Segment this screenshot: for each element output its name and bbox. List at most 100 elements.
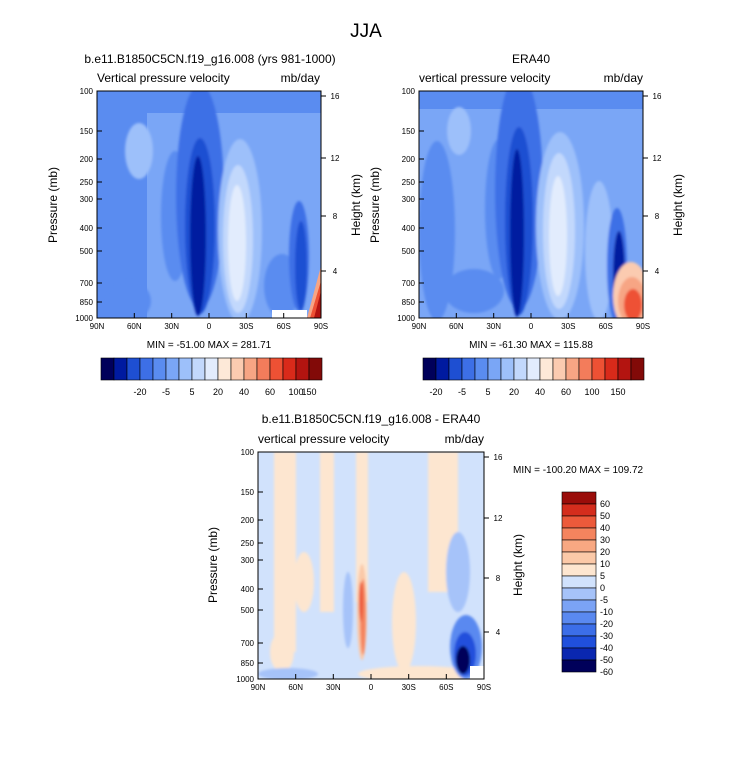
height-tick: 8	[333, 212, 338, 221]
colorbar-label: 60	[265, 387, 275, 397]
lat-tick: 0	[207, 322, 212, 331]
panel-obs-variable-label: vertical pressure velocity	[419, 71, 550, 85]
colorbar-swatch	[561, 491, 597, 505]
panel-model-colorbar: -20 -5 5 20 40 60 100 150	[100, 357, 323, 397]
lat-tick: 60N	[449, 322, 464, 331]
panel-diff-ylabel: Pressure (mb)	[206, 527, 220, 603]
pressure-tick: 1000	[236, 675, 254, 684]
colorbar-swatch	[152, 357, 167, 381]
colorbar-label: 20	[509, 387, 519, 397]
panel-diff-variable-label: vertical pressure velocity	[258, 432, 389, 446]
colorbar-swatch	[630, 357, 645, 381]
colorbar-swatch	[561, 647, 597, 661]
colorbar-swatch	[561, 623, 597, 637]
lat-tick: 30S	[402, 683, 416, 692]
lat-tick: 90S	[636, 322, 650, 331]
lat-tick: 30S	[239, 322, 253, 331]
colorbar-label: -20	[133, 387, 146, 397]
colorbar-label: 0	[600, 583, 605, 593]
panel-model-height-ticks: 16 12 8 4	[321, 92, 340, 276]
colorbar-swatch	[422, 357, 437, 381]
colorbar-label: -50	[600, 655, 613, 665]
pressure-tick: 250	[402, 178, 416, 187]
lat-tick: 60S	[599, 322, 613, 331]
height-tick: 8	[655, 212, 660, 221]
colorbar-swatch	[113, 357, 128, 381]
panel-obs-ylabel: Pressure (mb)	[368, 167, 382, 243]
colorbar-swatch	[308, 357, 323, 381]
panel-obs-colorbar: -20 -5 5 20 40 60 100 150	[422, 357, 645, 397]
pressure-tick: 150	[80, 127, 94, 136]
pressure-tick: 400	[80, 224, 94, 233]
panel-obs: ERA40 vertical pressure velocity mb/day	[368, 52, 685, 397]
lat-tick: 90N	[412, 322, 427, 331]
colorbar-label: 5	[485, 387, 490, 397]
height-tick: 16	[653, 92, 662, 101]
colorbar-swatch	[500, 357, 515, 381]
colorbar-label: -20	[429, 387, 442, 397]
colorbar-label: 50	[600, 511, 610, 521]
panel-obs-y2label: Height (km)	[671, 174, 685, 236]
lat-tick: 60N	[288, 683, 303, 692]
colorbar-labels: -20 -5 5 20 40 60 100 150	[429, 387, 625, 397]
colorbar-labels: 60 50 40 30 20 10 5 0 -5 -10 -20 -30 -40…	[600, 499, 613, 677]
panel-diff-pressure-ticks: 100 150 200 250 300 400 500 700 850 1000	[236, 448, 263, 684]
pressure-tick: 850	[80, 298, 94, 307]
colorbar-swatch	[561, 515, 597, 529]
colorbar-swatch	[487, 357, 502, 381]
panel-model-variable-label: Vertical pressure velocity	[97, 71, 230, 85]
colorbar-label: -30	[600, 631, 613, 641]
colorbar-swatch	[191, 357, 206, 381]
colorbar-swatch	[561, 551, 597, 565]
pressure-tick: 300	[402, 195, 416, 204]
colorbar-swatch	[256, 357, 271, 381]
colorbar-swatch	[513, 357, 528, 381]
pressure-tick: 500	[241, 606, 255, 615]
panel-model-y2label: Height (km)	[349, 174, 363, 236]
colorbar-swatch	[448, 357, 463, 381]
pressure-tick: 850	[241, 659, 255, 668]
height-tick: 4	[655, 267, 660, 276]
colorbar-swatch	[561, 599, 597, 613]
panel-diff: b.e11.B1850C5CN.f19_g16.008 - ERA40 vert…	[206, 412, 644, 692]
colorbar-swatch	[561, 527, 597, 541]
colorbar-label: 100	[288, 387, 303, 397]
colorbar-label: 5	[189, 387, 194, 397]
lat-tick: 90N	[251, 683, 266, 692]
colorbar-swatch	[561, 587, 597, 601]
colorbar-swatch	[561, 659, 597, 673]
figure-title: JJA	[350, 21, 382, 42]
pressure-tick: 700	[80, 279, 94, 288]
colorbar-label: 5	[600, 571, 605, 581]
colorbar-swatch	[604, 357, 619, 381]
colorbar-swatch	[617, 357, 632, 381]
height-tick: 16	[494, 453, 503, 462]
pressure-tick: 850	[402, 298, 416, 307]
colorbar-swatch	[461, 357, 476, 381]
pressure-tick: 500	[80, 247, 94, 256]
lat-tick: 30S	[561, 322, 575, 331]
colorbar-label: 40	[239, 387, 249, 397]
panel-model-title: b.e11.B1850C5CN.f19_g16.008 (yrs 981-100…	[84, 52, 335, 66]
colorbar-swatch	[230, 357, 245, 381]
colorbar-label: 40	[600, 523, 610, 533]
colorbar-label: 20	[213, 387, 223, 397]
lat-tick: 30N	[486, 322, 501, 331]
lat-tick: 90S	[477, 683, 491, 692]
colorbar-swatch	[435, 357, 450, 381]
panel-model-pressure-ticks: 100 150 200 250 300 400 500 700 850 1000	[75, 87, 102, 323]
colorbar-label: -60	[600, 667, 613, 677]
panel-diff-title: b.e11.B1850C5CN.f19_g16.008 - ERA40	[262, 412, 481, 426]
colorbar-swatch	[269, 357, 284, 381]
height-tick: 12	[494, 514, 503, 523]
pressure-tick: 1000	[397, 314, 415, 323]
height-tick: 8	[496, 574, 501, 583]
colorbar-label: -5	[600, 595, 608, 605]
lat-tick: 90S	[314, 322, 328, 331]
colorbar-label: 150	[301, 387, 316, 397]
panel-diff-colorbar: 60 50 40 30 20 10 5 0 -5 -10 -20 -30 -40…	[561, 491, 613, 677]
colorbar-labels: -20 -5 5 20 40 60 100 150	[133, 387, 316, 397]
colorbar-swatch	[217, 357, 232, 381]
colorbar-swatch	[526, 357, 541, 381]
